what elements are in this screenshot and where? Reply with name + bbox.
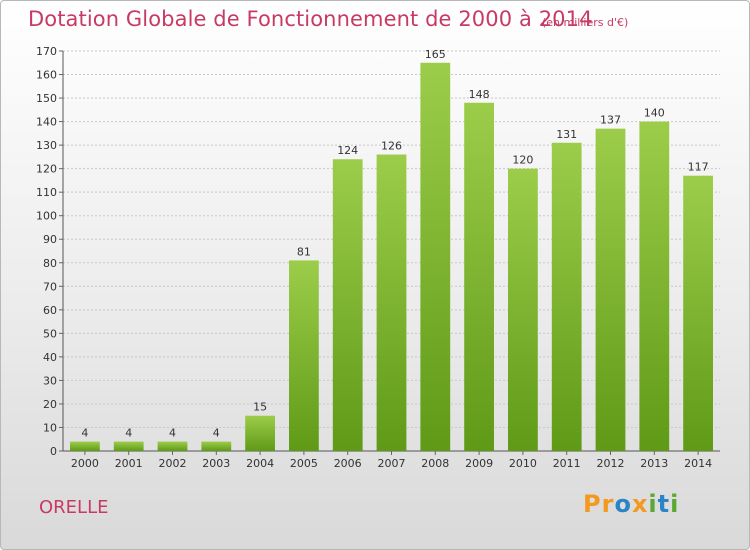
y-tick-label: 100 (36, 210, 57, 223)
data-label: 4 (125, 427, 132, 440)
x-tick-label: 2001 (115, 457, 143, 470)
x-tick-label: 2012 (597, 457, 625, 470)
x-tick-label: 2002 (159, 457, 187, 470)
y-tick-label: 170 (36, 45, 57, 58)
proxiti-logo[interactable]: Proxiti (583, 490, 680, 518)
x-tick-label: 2009 (465, 457, 493, 470)
chart-unit: (en milliers d'€) (542, 16, 629, 29)
y-tick-label: 10 (43, 421, 57, 434)
y-tick-label: 150 (36, 92, 57, 105)
y-tick-label: 140 (36, 116, 57, 129)
bar (508, 168, 538, 451)
data-label: 124 (337, 144, 358, 157)
x-tick-label: 2005 (290, 457, 318, 470)
data-label: 126 (381, 140, 402, 153)
x-tick-label: 2011 (553, 457, 581, 470)
bar (420, 62, 451, 451)
y-tick-label: 60 (43, 304, 57, 317)
x-tick-label: 2014 (684, 457, 712, 470)
bar (201, 441, 232, 451)
bar (376, 154, 407, 451)
x-tick-label: 2007 (378, 457, 406, 470)
y-tick-label: 30 (43, 374, 57, 387)
y-tick-label: 160 (36, 69, 57, 82)
data-label: 4 (169, 427, 176, 440)
bar (683, 175, 713, 452)
data-label: 140 (644, 107, 665, 120)
bar (70, 441, 100, 451)
y-tick-label: 0 (50, 445, 57, 458)
data-label: 4 (81, 427, 88, 440)
x-tick-label: 2013 (640, 457, 668, 470)
data-label: 15 (253, 401, 267, 414)
y-tick-label: 50 (43, 327, 57, 340)
y-tick-label: 120 (36, 163, 57, 176)
bar (595, 128, 626, 451)
y-tick-label: 80 (43, 257, 57, 270)
data-label: 81 (297, 245, 311, 258)
x-tick-label: 2000 (71, 457, 99, 470)
x-tick-label: 2006 (334, 457, 362, 470)
place-name: ORELLE (39, 497, 109, 518)
y-tick-label: 130 (36, 139, 57, 152)
chart-title: Dotation Globale de Fonctionnement de 20… (28, 7, 593, 31)
data-label: 131 (556, 128, 577, 141)
bar (332, 159, 363, 451)
label-layer: 4 4 4 4 15 81 124 126 165 148 120 131 137 140 117 (81, 48, 708, 440)
bar (464, 102, 494, 451)
bar (289, 260, 319, 451)
x-tick-label: 2003 (202, 457, 230, 470)
y-tick-label: 40 (43, 351, 57, 364)
y-tick-label: 20 (43, 398, 57, 411)
data-label: 117 (688, 161, 709, 174)
x-tick-label: 2008 (421, 457, 449, 470)
y-tick-label: 90 (43, 233, 57, 246)
data-label: 137 (600, 114, 621, 127)
bar (245, 415, 275, 451)
data-label: 148 (469, 88, 490, 101)
bar (551, 142, 582, 451)
x-tick-label: 2004 (246, 457, 274, 470)
y-tick-label: 110 (36, 186, 57, 199)
y-tick-label: 70 (43, 280, 57, 293)
bar (113, 441, 144, 451)
data-label: 165 (425, 48, 446, 61)
data-label: 4 (213, 427, 220, 440)
x-tick-label: 2010 (509, 457, 537, 470)
data-label: 120 (512, 154, 533, 167)
bar (157, 441, 188, 451)
bar (639, 121, 670, 452)
bar-layer (70, 62, 713, 452)
